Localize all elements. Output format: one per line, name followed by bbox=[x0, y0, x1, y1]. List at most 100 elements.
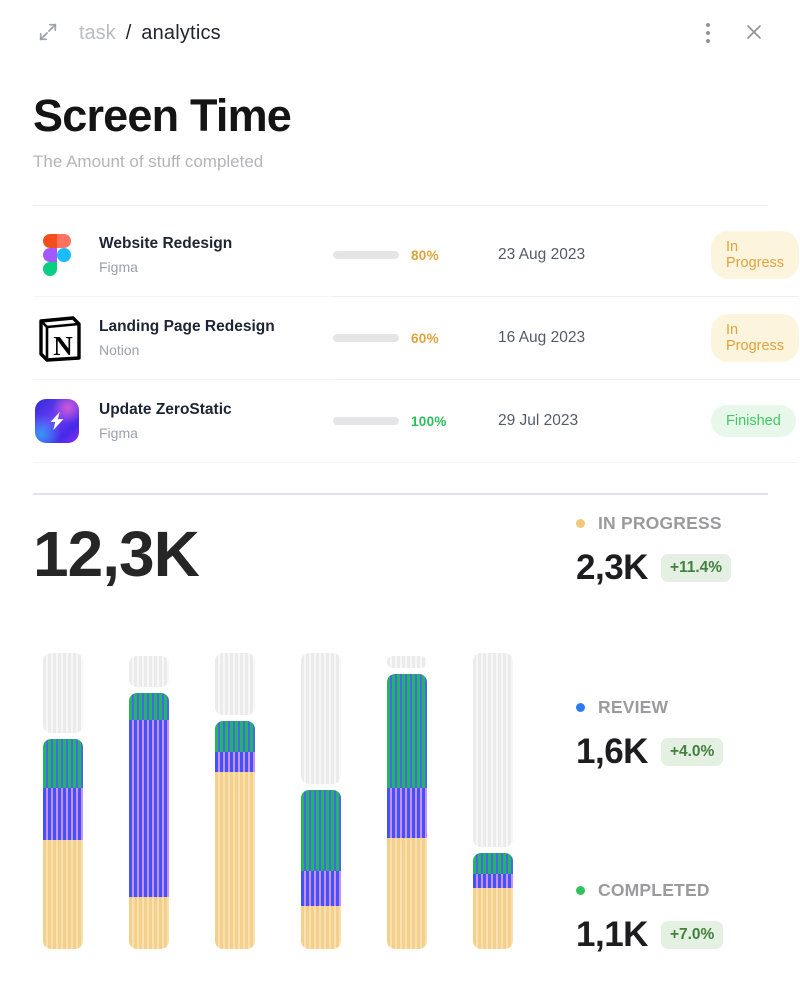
progress-bar bbox=[333, 251, 399, 259]
bar-segment-remaining bbox=[473, 653, 513, 847]
task-status-cell: Finished bbox=[663, 380, 796, 463]
kebab-menu-icon bbox=[706, 23, 710, 43]
header-bar: task / analytics bbox=[33, 0, 768, 60]
task-status-cell: In Progress bbox=[663, 297, 800, 380]
task-date: 29 Jul 2023 bbox=[498, 412, 579, 429]
bar-segment-in_progress bbox=[43, 839, 83, 949]
bar-segment-remaining bbox=[129, 655, 169, 687]
stacked-bar-chart bbox=[33, 652, 576, 949]
chart-bar bbox=[473, 653, 513, 949]
task-app: Notion bbox=[99, 342, 140, 358]
completed-dot-icon bbox=[576, 886, 585, 895]
legend: IN PROGRESS 2,3K +11.4% REVIEW 1,6K +4.0… bbox=[576, 513, 768, 955]
task-name-cell: Website Redesign Figma bbox=[33, 214, 333, 297]
task-name-cell: N Landing Page Redesign Notion bbox=[33, 297, 333, 380]
stats-section: 12,3K IN PROGRESS 2,3K +11.4% REVIEW bbox=[33, 495, 768, 955]
progress-label: 100% bbox=[411, 413, 447, 429]
expand-icon bbox=[37, 21, 59, 46]
legend-item-completed: COMPLETED 1,1K +7.0% bbox=[576, 880, 768, 955]
task-progress-cell: 60% bbox=[333, 297, 498, 380]
task-app: Figma bbox=[99, 425, 138, 441]
legend-value: 2,3K bbox=[576, 548, 648, 587]
chart-area: 12,3K bbox=[33, 495, 576, 955]
bar-segment-review bbox=[301, 870, 341, 907]
bar-segment-in_progress bbox=[215, 772, 255, 949]
svg-text:N: N bbox=[53, 331, 73, 361]
bar-segment-in_progress bbox=[387, 838, 427, 949]
legend-value: 1,6K bbox=[576, 731, 648, 771]
bar-segment-remaining bbox=[301, 652, 341, 785]
progress-bar bbox=[333, 334, 399, 342]
bar-segment-remaining bbox=[215, 653, 255, 715]
task-row[interactable]: Website Redesign Figma 80% 23 Aug 2023 I… bbox=[33, 214, 800, 297]
bar-segment-completed bbox=[301, 790, 341, 871]
chart-bar bbox=[215, 653, 255, 949]
breadcrumb-parent[interactable]: task bbox=[79, 21, 116, 44]
task-name-cell: Update ZeroStatic Figma bbox=[33, 380, 333, 463]
in-progress-dot-icon bbox=[576, 519, 585, 528]
chart-bar bbox=[129, 653, 169, 949]
bar-segment-review bbox=[129, 719, 169, 898]
breadcrumb-current: analytics bbox=[141, 21, 221, 44]
section-divider bbox=[33, 493, 768, 495]
progress-label: 80% bbox=[411, 247, 439, 263]
task-title: Website Redesign bbox=[99, 235, 233, 252]
status-badge: Finished bbox=[711, 405, 796, 437]
legend-item-review: REVIEW 1,6K +4.0% bbox=[576, 697, 768, 772]
task-title: Landing Page Redesign bbox=[99, 318, 275, 335]
task-date-cell: 29 Jul 2023 bbox=[498, 380, 663, 463]
more-options-button[interactable] bbox=[702, 19, 714, 47]
legend-label: REVIEW bbox=[598, 696, 669, 717]
legend-value: 1,1K bbox=[576, 915, 648, 954]
bar-segment-review bbox=[473, 873, 513, 889]
chart-bar bbox=[43, 653, 83, 949]
task-list: Website Redesign Figma 80% 23 Aug 2023 I… bbox=[33, 214, 800, 463]
task-row[interactable]: N Landing Page Redesign Notion 60% 16 Au… bbox=[33, 297, 800, 380]
status-badge: In Progress bbox=[711, 231, 800, 279]
bar-segment-review bbox=[43, 787, 83, 840]
task-row[interactable]: Update ZeroStatic Figma 100% 29 Jul 2023… bbox=[33, 380, 796, 463]
breadcrumb-separator: / bbox=[125, 21, 132, 44]
progress-bar bbox=[333, 417, 399, 425]
bar-segment-completed bbox=[215, 720, 255, 752]
close-button[interactable] bbox=[740, 18, 768, 49]
task-app: Figma bbox=[99, 259, 138, 275]
task-progress-cell: 100% bbox=[333, 380, 498, 463]
bar-segment-in_progress bbox=[473, 888, 513, 949]
delta-badge: +7.0% bbox=[660, 921, 724, 949]
page-subtitle: The Amount of stuff completed bbox=[33, 152, 264, 171]
close-icon bbox=[744, 22, 764, 45]
delta-badge: +4.0% bbox=[660, 737, 724, 766]
bar-segment-remaining bbox=[43, 653, 83, 733]
chart-bar bbox=[301, 652, 341, 949]
notion-logo: N bbox=[33, 314, 81, 362]
bar-segment-remaining bbox=[387, 655, 427, 668]
legend-label: IN PROGRESS bbox=[598, 513, 722, 533]
bar-segment-completed bbox=[129, 692, 169, 720]
bar-segment-completed bbox=[43, 738, 83, 788]
review-dot-icon bbox=[576, 702, 585, 712]
task-date: 23 Aug 2023 bbox=[498, 246, 586, 263]
expand-button[interactable] bbox=[33, 17, 63, 50]
task-status-cell: In Progress bbox=[663, 214, 800, 297]
bar-segment-completed bbox=[387, 673, 427, 788]
task-date-cell: 16 Aug 2023 bbox=[498, 297, 663, 380]
page-title: Screen Time bbox=[33, 90, 292, 141]
divider bbox=[33, 205, 768, 206]
total-value: 12,3K bbox=[33, 518, 200, 590]
bar-segment-review bbox=[215, 751, 255, 773]
status-badge: In Progress bbox=[711, 314, 800, 362]
zerostatic-logo bbox=[33, 397, 81, 445]
legend-item-in-progress: IN PROGRESS 2,3K +11.4% bbox=[576, 513, 768, 588]
bar-segment-completed bbox=[473, 852, 513, 874]
title-block: Screen Time The Amount of stuff complete… bbox=[33, 90, 768, 172]
task-date-cell: 23 Aug 2023 bbox=[498, 214, 663, 297]
task-date: 16 Aug 2023 bbox=[498, 329, 586, 346]
chart-bar bbox=[387, 653, 427, 949]
delta-badge: +11.4% bbox=[660, 554, 732, 582]
bar-segment-in_progress bbox=[129, 897, 169, 949]
task-progress-cell: 80% bbox=[333, 214, 498, 297]
figma-logo bbox=[33, 231, 81, 279]
task-title: Update ZeroStatic bbox=[99, 401, 232, 418]
